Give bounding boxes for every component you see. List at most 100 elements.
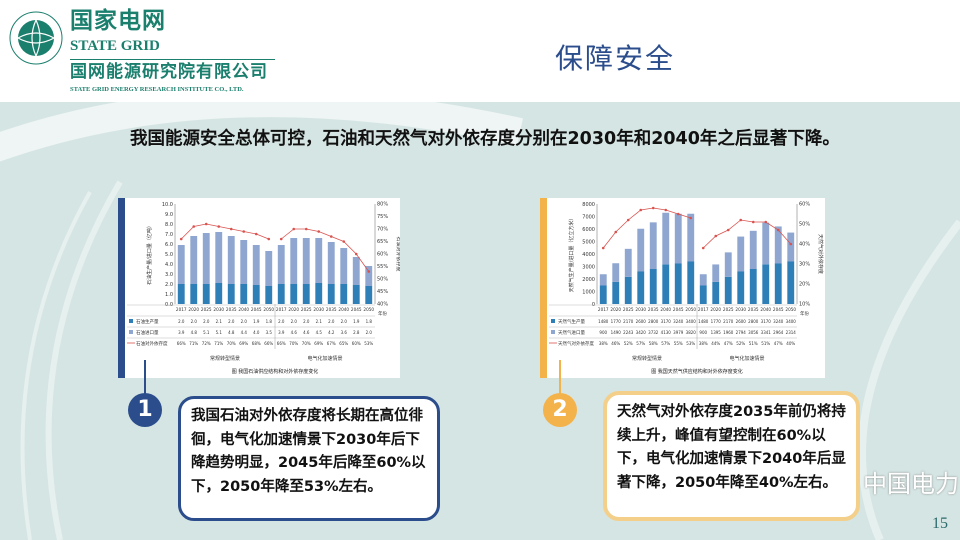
- bar-production: [215, 283, 223, 304]
- x-tick-label: 2045: [673, 307, 684, 312]
- x-tick-label: 2017: [598, 307, 609, 312]
- table-cell: 47%: [724, 341, 733, 346]
- table-cell: 2170: [623, 319, 634, 324]
- x-tick-label: 2050: [785, 307, 796, 312]
- y-tick-label: 0: [592, 302, 595, 308]
- x-tick-label: 2045: [773, 307, 784, 312]
- callout-1-connector: [144, 360, 146, 395]
- scenario-label: 常规转型情景: [632, 355, 662, 362]
- bar-import: [599, 274, 607, 286]
- table-cell: 2800: [748, 319, 759, 324]
- table-cell: 2.0: [191, 319, 198, 324]
- table-cell: 3240: [773, 319, 784, 324]
- table-cell: 70%: [227, 341, 236, 346]
- y2-tick-label: 45%: [377, 289, 388, 295]
- x-tick-label: 2040: [660, 307, 671, 312]
- table-cell: 66%: [264, 341, 273, 346]
- dependence-line: [281, 228, 370, 272]
- table-cell: 3400: [686, 319, 697, 324]
- legend-swatch: [551, 330, 555, 334]
- table-cell: 2.8: [353, 330, 360, 335]
- table-cell: 57%: [661, 341, 670, 346]
- table-cell: 46%: [611, 341, 620, 346]
- table-cell: 2794: [736, 330, 747, 335]
- table-cell: 1770: [711, 319, 722, 324]
- y-tick-label: 5000: [582, 239, 595, 245]
- bar-production: [637, 271, 645, 304]
- x-tick-label: 2035: [648, 307, 659, 312]
- bar-import: [190, 236, 198, 284]
- table-cell: 51%: [749, 341, 758, 346]
- y2-tick-label: 40%: [799, 242, 810, 248]
- y-tick-label: 6.0: [165, 242, 173, 248]
- y-tick-label: 6000: [582, 227, 595, 233]
- y-tick-label: 4.0: [165, 262, 173, 268]
- background-arcs: [0, 102, 960, 540]
- table-cell: 2.0: [228, 319, 235, 324]
- bar-import: [724, 252, 732, 277]
- bar-import: [240, 240, 248, 284]
- y2-tick-label: 65%: [377, 239, 388, 245]
- x-tick-label: 2030: [213, 307, 224, 312]
- y2-tick-label: 50%: [377, 277, 388, 283]
- y-tick-label: 9.0: [165, 212, 173, 218]
- table-cell: 2.0: [278, 319, 285, 324]
- table-cell: 2.0: [291, 319, 298, 324]
- x-tick-label: 2040: [238, 307, 249, 312]
- bar-production: [277, 284, 285, 304]
- table-cell: 4.2: [328, 330, 335, 335]
- table-cell: 1.9: [253, 319, 260, 324]
- table-cell: 3170: [661, 319, 672, 324]
- bar-production: [662, 264, 670, 304]
- table-cell: 2600: [636, 319, 647, 324]
- x-tick-label: 2050: [263, 307, 274, 312]
- gas-chart: 0 1000 2000 3000 4000 5000 6000 7000 8000 10% 20% 3…: [540, 198, 825, 378]
- table-cell: 3341: [761, 330, 772, 335]
- bar-production: [202, 284, 210, 304]
- y2-tick-label: 60%: [799, 202, 810, 208]
- table-cell: 1480: [698, 319, 709, 324]
- bar-import: [202, 233, 210, 284]
- divider: [70, 59, 275, 60]
- y-axis-label: 天然气生产量/进口量（亿立方米）: [568, 216, 575, 293]
- table-cell: 47%: [774, 341, 783, 346]
- table-cell: 55%: [674, 341, 683, 346]
- x-tick-label: 2025: [301, 307, 312, 312]
- bar-production: [240, 284, 248, 304]
- lead-statement: 我国能源安全总体可控，石油和天然气对外依存度分别在2030年和2040年之后显著…: [130, 129, 840, 149]
- bar-production: [762, 264, 770, 304]
- x-tick-label: 2035: [326, 307, 337, 312]
- table-cell: 38%: [599, 341, 608, 346]
- logo-cn: 国家电网: [70, 8, 166, 34]
- x-tick-label: 2045: [251, 307, 262, 312]
- table-cell: 71%: [214, 341, 223, 346]
- scenario-label: 电气化加速情景: [307, 355, 342, 362]
- table-cell: 38%: [699, 341, 708, 346]
- table-cell: 2600: [736, 319, 747, 324]
- y-tick-label: 1000: [582, 289, 595, 295]
- x-tick-label: 2030: [735, 307, 746, 312]
- bar-import: [699, 274, 707, 286]
- bar-import: [674, 213, 682, 264]
- legend-label: 天然气生产量: [558, 318, 585, 325]
- bar-import: [227, 236, 235, 284]
- table-cell: 3420: [636, 330, 647, 335]
- y2-tick-label: 55%: [377, 264, 388, 270]
- bar-import: [737, 236, 745, 272]
- bar-import: [774, 226, 782, 264]
- table-cell: 1960: [723, 330, 734, 335]
- bar-production: [774, 263, 782, 304]
- bar-production: [749, 269, 757, 304]
- bar-import: [365, 266, 373, 286]
- table-cell: 5.1: [216, 330, 223, 335]
- bar-production: [327, 284, 335, 304]
- y-tick-label: 3.0: [165, 272, 173, 278]
- x-tick-label: 2020: [710, 307, 721, 312]
- table-cell: 71%: [189, 341, 198, 346]
- table-cell: 58%: [649, 341, 658, 346]
- table-cell: 1.8: [366, 319, 373, 324]
- bar-production: [599, 285, 607, 304]
- chart-caption: 图 我国石油供应结构和对外依存度变化: [232, 368, 319, 375]
- table-cell: 4.6: [291, 330, 298, 335]
- table-cell: 5.1: [203, 330, 210, 335]
